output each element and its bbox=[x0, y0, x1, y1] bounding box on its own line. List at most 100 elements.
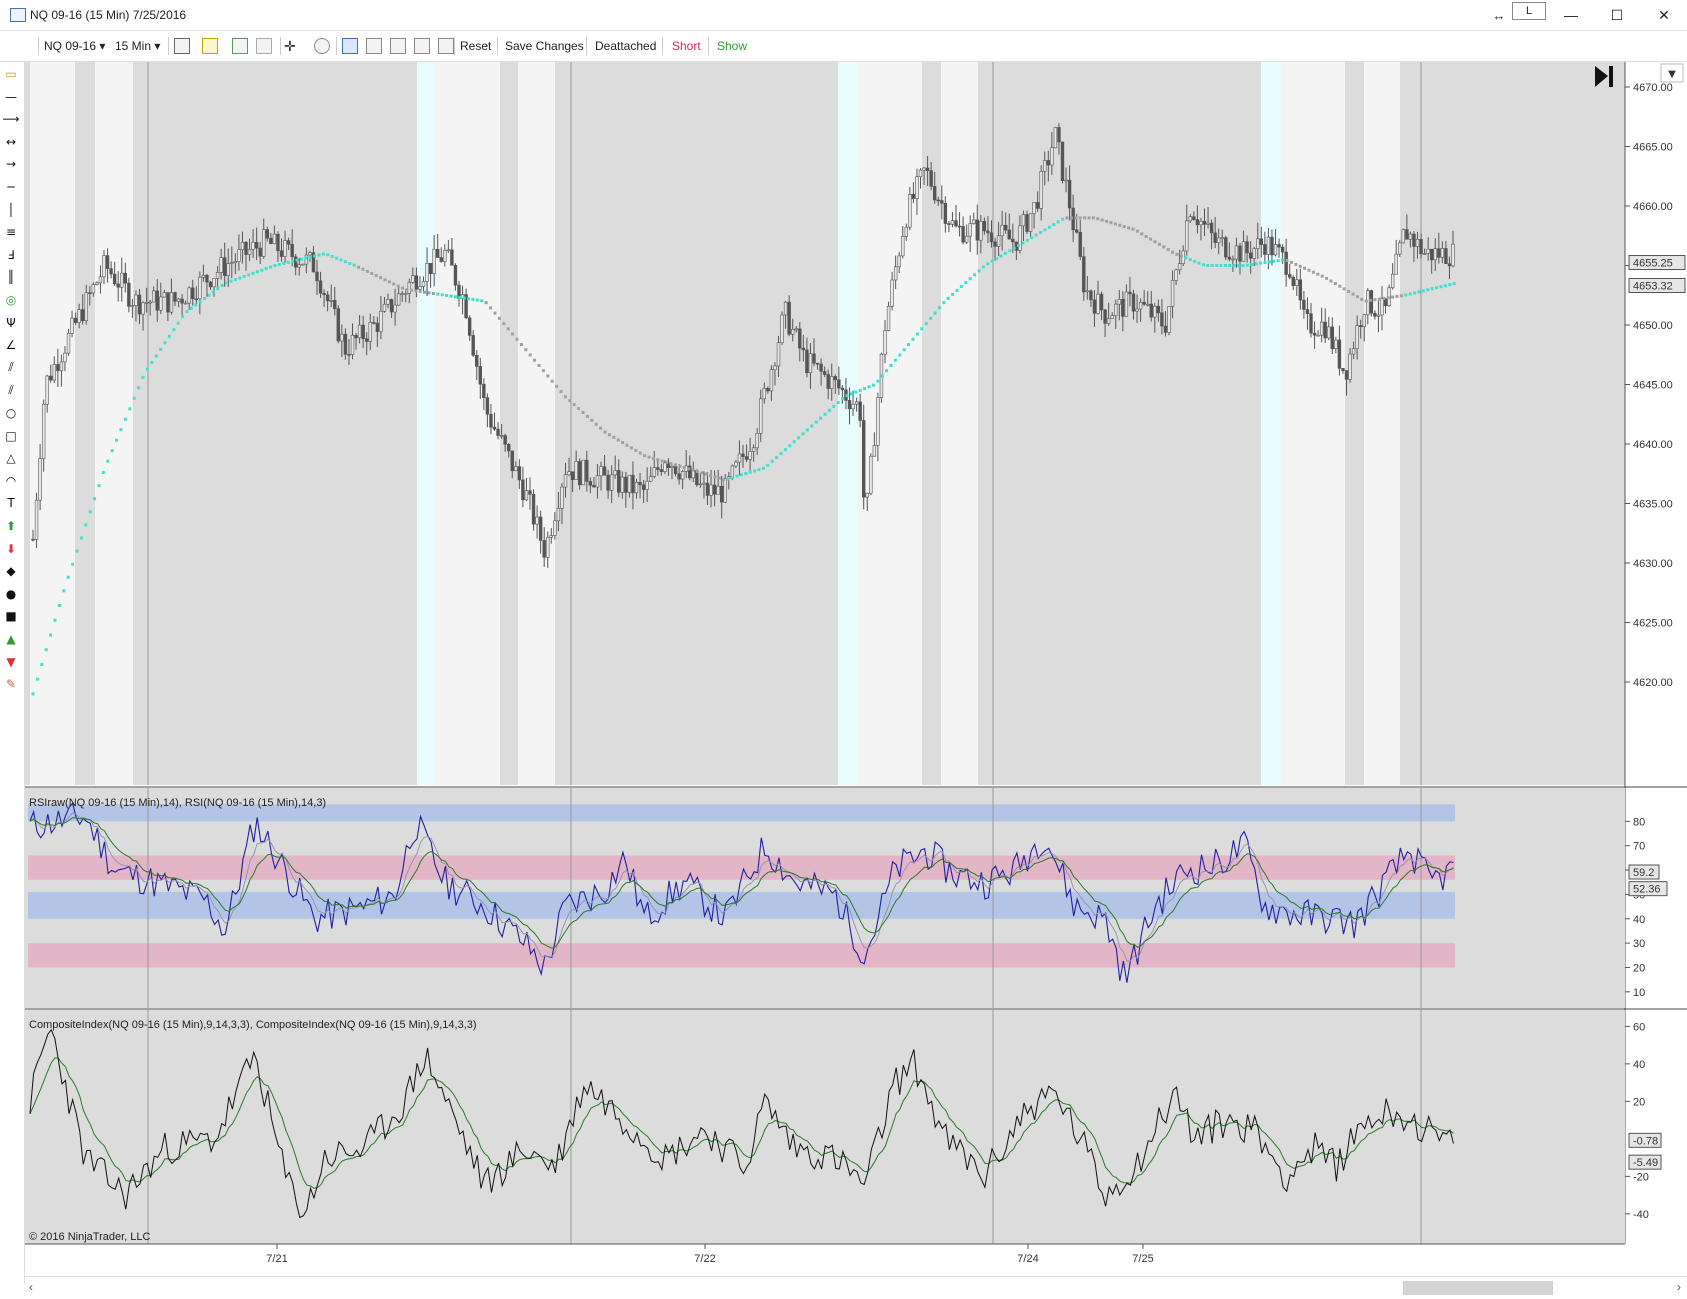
instrument-selector[interactable]: NQ 09-16 ▾ bbox=[44, 37, 105, 55]
scroll-right-icon[interactable]: › bbox=[1677, 1280, 1681, 1294]
composite-index-lines bbox=[29, 1028, 1454, 1219]
panel-menu-button[interactable] bbox=[1660, 63, 1684, 83]
rsi-value-marker: 59.2 bbox=[1633, 867, 1654, 879]
moving-average-dots bbox=[31, 216, 1456, 696]
rsi-axis-tick: 40 bbox=[1633, 914, 1645, 926]
triangle-up-icon[interactable]: ▲ bbox=[6, 632, 16, 646]
maximize-button[interactable]: ☐ bbox=[1610, 6, 1624, 23]
time-axis-background bbox=[25, 1245, 1687, 1276]
toolbar-separator bbox=[168, 37, 169, 55]
chevron-down-icon: ▾ bbox=[154, 39, 161, 53]
bar-style-icon[interactable] bbox=[174, 38, 190, 54]
data-box-icon[interactable] bbox=[366, 38, 382, 54]
arrow-up-icon[interactable]: ⬆ bbox=[5, 519, 17, 533]
resize-arrows-icon[interactable]: ↔ bbox=[1492, 7, 1506, 23]
strategy-icon[interactable] bbox=[256, 38, 272, 54]
square-icon[interactable]: ■ bbox=[5, 609, 17, 624]
gann-fan-icon[interactable]: ∠ bbox=[5, 338, 17, 353]
chevron-down-icon: ▾ bbox=[99, 39, 106, 53]
fib-extension-icon[interactable]: Ⅎ bbox=[7, 247, 15, 262]
trend-channel-icon[interactable]: ⫽ bbox=[8, 382, 14, 397]
arrow-down-icon[interactable]: ⬇ bbox=[5, 541, 17, 556]
price-axis: 4670.004665.004660.004655.004650.004645.… bbox=[1625, 82, 1686, 689]
app-chart-icon bbox=[10, 8, 26, 22]
time-axis-tick: 7/22 bbox=[694, 1253, 715, 1265]
text-icon[interactable]: T bbox=[7, 496, 15, 511]
time-axis-tick: 7/25 bbox=[1132, 1253, 1153, 1265]
price-axis-tick: 4660.00 bbox=[1633, 201, 1673, 213]
andrews-pitchfork-icon[interactable]: Ψ bbox=[6, 315, 16, 330]
rsi-bands bbox=[28, 804, 1455, 968]
toolbar-separator bbox=[336, 37, 337, 55]
composite-axis-tick: -20 bbox=[1633, 1171, 1649, 1183]
toolbar-separator bbox=[280, 37, 281, 55]
close-button[interactable]: ✕ bbox=[1658, 6, 1670, 23]
reset-button[interactable]: Reset bbox=[460, 39, 492, 53]
last-price-marker: 4655.25 bbox=[1633, 258, 1673, 270]
rsi-panel-label: RSIraw(NQ 09-16 (15 Min),14), RSI(NQ 09-… bbox=[29, 797, 326, 809]
arrow-line-icon[interactable]: → bbox=[5, 157, 17, 172]
ruler-icon[interactable]: ▭ bbox=[5, 67, 17, 81]
ellipse-icon[interactable]: ○ bbox=[5, 406, 17, 420]
horizontal-scrollbar[interactable]: ‹ › bbox=[25, 1276, 1687, 1299]
ray-icon[interactable]: ⟶ bbox=[2, 112, 20, 127]
show-button[interactable]: Show bbox=[717, 39, 748, 53]
fib-timezones-icon[interactable]: ║ bbox=[7, 270, 15, 285]
time-axis-tick: 7/21 bbox=[266, 1253, 287, 1265]
scroll-to-end-icon[interactable] bbox=[1595, 66, 1608, 87]
toolbar-separator bbox=[454, 37, 455, 55]
link-badge[interactable]: L bbox=[1512, 2, 1546, 20]
rsi-lines bbox=[29, 802, 1454, 983]
composite-panel-label: CompositeIndex(NQ 09-16 (15 Min),9,14,3,… bbox=[29, 1019, 477, 1031]
price-axis-tick: 4625.00 bbox=[1633, 618, 1673, 630]
diamond-icon[interactable]: ◆ bbox=[6, 564, 16, 579]
drawing-toolbar: ▭ — ⟶ ↔ → ─ │ ≡ Ⅎ ║ ◎ Ψ ∠ ⫽ ⫽ ○ □ △ ◠ T ⬆ ⬇ ◆ ● ■ ▲ ▼ ✎ bbox=[0, 62, 25, 1284]
save-changes-button[interactable]: Save Changes bbox=[505, 39, 584, 53]
chart-canvas[interactable]: 4670.004665.004660.004655.004650.004645.… bbox=[25, 62, 1687, 1276]
horizontal-line-icon[interactable]: ─ bbox=[7, 180, 15, 194]
session-shading bbox=[30, 62, 1400, 785]
composite-axis-tick: 40 bbox=[1633, 1059, 1645, 1071]
minimize-button[interactable]: — bbox=[1564, 7, 1578, 23]
template-icon[interactable] bbox=[414, 38, 430, 54]
triangle-icon[interactable]: △ bbox=[6, 451, 16, 466]
extended-line-icon[interactable]: ↔ bbox=[5, 134, 17, 149]
day-separators bbox=[147, 788, 1422, 1008]
dot-icon[interactable]: ● bbox=[5, 586, 17, 601]
chart-toolbar: NQ 09-16 ▾ 15 Min ▾ ✛ Reset Save Changes… bbox=[0, 31, 1687, 62]
day-separators bbox=[147, 62, 1422, 785]
price-axis-tick: 4635.00 bbox=[1633, 499, 1673, 511]
price-candles bbox=[31, 123, 1455, 568]
vertical-line-icon[interactable]: │ bbox=[7, 202, 15, 217]
line-icon[interactable]: — bbox=[5, 89, 17, 104]
regression-channel-icon[interactable]: ⫽ bbox=[8, 360, 14, 375]
triangle-down-icon[interactable]: ▼ bbox=[6, 654, 16, 669]
toolbar-separator bbox=[586, 37, 587, 55]
fib-retracement-icon[interactable]: ≡ bbox=[5, 225, 17, 240]
scrollbar-thumb[interactable] bbox=[1403, 1281, 1553, 1295]
fib-circle-icon[interactable]: ◎ bbox=[5, 293, 17, 307]
toolbar-separator bbox=[497, 37, 498, 55]
chart-trader-icon[interactable] bbox=[342, 38, 358, 54]
add-indicator-icon[interactable] bbox=[232, 38, 248, 54]
zoom-icon[interactable] bbox=[314, 38, 330, 54]
composite-value-marker: -0.78 bbox=[1633, 1135, 1658, 1147]
crosshair-icon[interactable]: ✛ bbox=[284, 38, 296, 54]
price-axis-tick: 4670.00 bbox=[1633, 82, 1673, 94]
arc-icon[interactable]: ◠ bbox=[5, 473, 17, 488]
price-axis-tick: 4645.00 bbox=[1633, 380, 1673, 392]
deattach-button[interactable]: Deattached bbox=[595, 39, 657, 53]
interval-selector[interactable]: 15 Min ▾ bbox=[115, 37, 160, 55]
rsi-axis-tick: 20 bbox=[1633, 962, 1645, 974]
interval-label: 15 Min bbox=[115, 39, 152, 53]
rectangle-icon[interactable]: □ bbox=[5, 428, 17, 443]
rsi-signal-marker: 52.36 bbox=[1633, 884, 1661, 896]
properties-icon[interactable] bbox=[390, 38, 406, 54]
share-icon[interactable] bbox=[438, 38, 454, 54]
short-button[interactable]: Short bbox=[672, 39, 701, 53]
toolbar-separator bbox=[38, 37, 39, 55]
copyright-label: © 2016 NinjaTrader, LLC bbox=[29, 1231, 150, 1243]
drawing-tools-icon[interactable] bbox=[202, 38, 218, 54]
region-highlight-icon[interactable]: ✎ bbox=[5, 677, 17, 692]
scroll-left-icon[interactable]: ‹ bbox=[29, 1280, 33, 1294]
